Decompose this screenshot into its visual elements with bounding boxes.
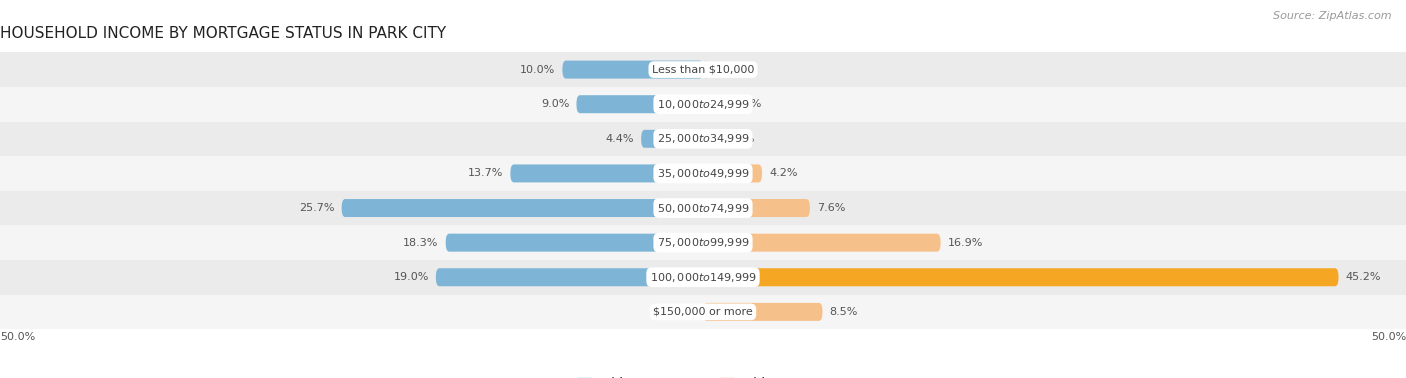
FancyBboxPatch shape bbox=[703, 234, 941, 252]
FancyBboxPatch shape bbox=[0, 260, 1406, 294]
Text: 50.0%: 50.0% bbox=[1371, 332, 1406, 342]
Text: 19.0%: 19.0% bbox=[394, 272, 429, 282]
FancyBboxPatch shape bbox=[0, 191, 1406, 225]
FancyBboxPatch shape bbox=[342, 199, 703, 217]
Text: 8.5%: 8.5% bbox=[830, 307, 858, 317]
Legend: Without Mortgage, With Mortgage: Without Mortgage, With Mortgage bbox=[576, 377, 830, 378]
FancyBboxPatch shape bbox=[703, 130, 720, 148]
Text: 0.0%: 0.0% bbox=[668, 307, 696, 317]
Text: 7.6%: 7.6% bbox=[817, 203, 845, 213]
Text: 16.9%: 16.9% bbox=[948, 238, 983, 248]
FancyBboxPatch shape bbox=[703, 164, 762, 183]
FancyBboxPatch shape bbox=[0, 87, 1406, 121]
Text: 4.2%: 4.2% bbox=[769, 169, 797, 178]
Text: $150,000 or more: $150,000 or more bbox=[654, 307, 752, 317]
Text: 13.7%: 13.7% bbox=[468, 169, 503, 178]
FancyBboxPatch shape bbox=[703, 60, 709, 79]
Text: 4.4%: 4.4% bbox=[606, 134, 634, 144]
Text: 45.2%: 45.2% bbox=[1346, 272, 1381, 282]
FancyBboxPatch shape bbox=[703, 303, 823, 321]
FancyBboxPatch shape bbox=[0, 156, 1406, 191]
FancyBboxPatch shape bbox=[510, 164, 703, 183]
Text: 9.0%: 9.0% bbox=[541, 99, 569, 109]
Text: HOUSEHOLD INCOME BY MORTGAGE STATUS IN PARK CITY: HOUSEHOLD INCOME BY MORTGAGE STATUS IN P… bbox=[0, 26, 446, 41]
FancyBboxPatch shape bbox=[703, 199, 810, 217]
Text: $100,000 to $149,999: $100,000 to $149,999 bbox=[650, 271, 756, 284]
Text: 1.7%: 1.7% bbox=[734, 99, 762, 109]
FancyBboxPatch shape bbox=[436, 268, 703, 286]
FancyBboxPatch shape bbox=[0, 52, 1406, 87]
Text: 0.43%: 0.43% bbox=[716, 65, 751, 74]
FancyBboxPatch shape bbox=[0, 294, 1406, 329]
Text: $35,000 to $49,999: $35,000 to $49,999 bbox=[657, 167, 749, 180]
Text: $10,000 to $24,999: $10,000 to $24,999 bbox=[657, 98, 749, 111]
Text: 10.0%: 10.0% bbox=[520, 65, 555, 74]
Text: 1.2%: 1.2% bbox=[727, 134, 755, 144]
Text: 50.0%: 50.0% bbox=[0, 332, 35, 342]
FancyBboxPatch shape bbox=[0, 121, 1406, 156]
Text: $75,000 to $99,999: $75,000 to $99,999 bbox=[657, 236, 749, 249]
Text: Less than $10,000: Less than $10,000 bbox=[652, 65, 754, 74]
Text: $50,000 to $74,999: $50,000 to $74,999 bbox=[657, 201, 749, 215]
FancyBboxPatch shape bbox=[703, 268, 1339, 286]
FancyBboxPatch shape bbox=[703, 95, 727, 113]
FancyBboxPatch shape bbox=[0, 225, 1406, 260]
Text: 25.7%: 25.7% bbox=[299, 203, 335, 213]
FancyBboxPatch shape bbox=[576, 95, 703, 113]
Text: 18.3%: 18.3% bbox=[404, 238, 439, 248]
Text: $25,000 to $34,999: $25,000 to $34,999 bbox=[657, 132, 749, 145]
FancyBboxPatch shape bbox=[446, 234, 703, 252]
FancyBboxPatch shape bbox=[562, 60, 703, 79]
FancyBboxPatch shape bbox=[641, 130, 703, 148]
Text: Source: ZipAtlas.com: Source: ZipAtlas.com bbox=[1274, 11, 1392, 21]
